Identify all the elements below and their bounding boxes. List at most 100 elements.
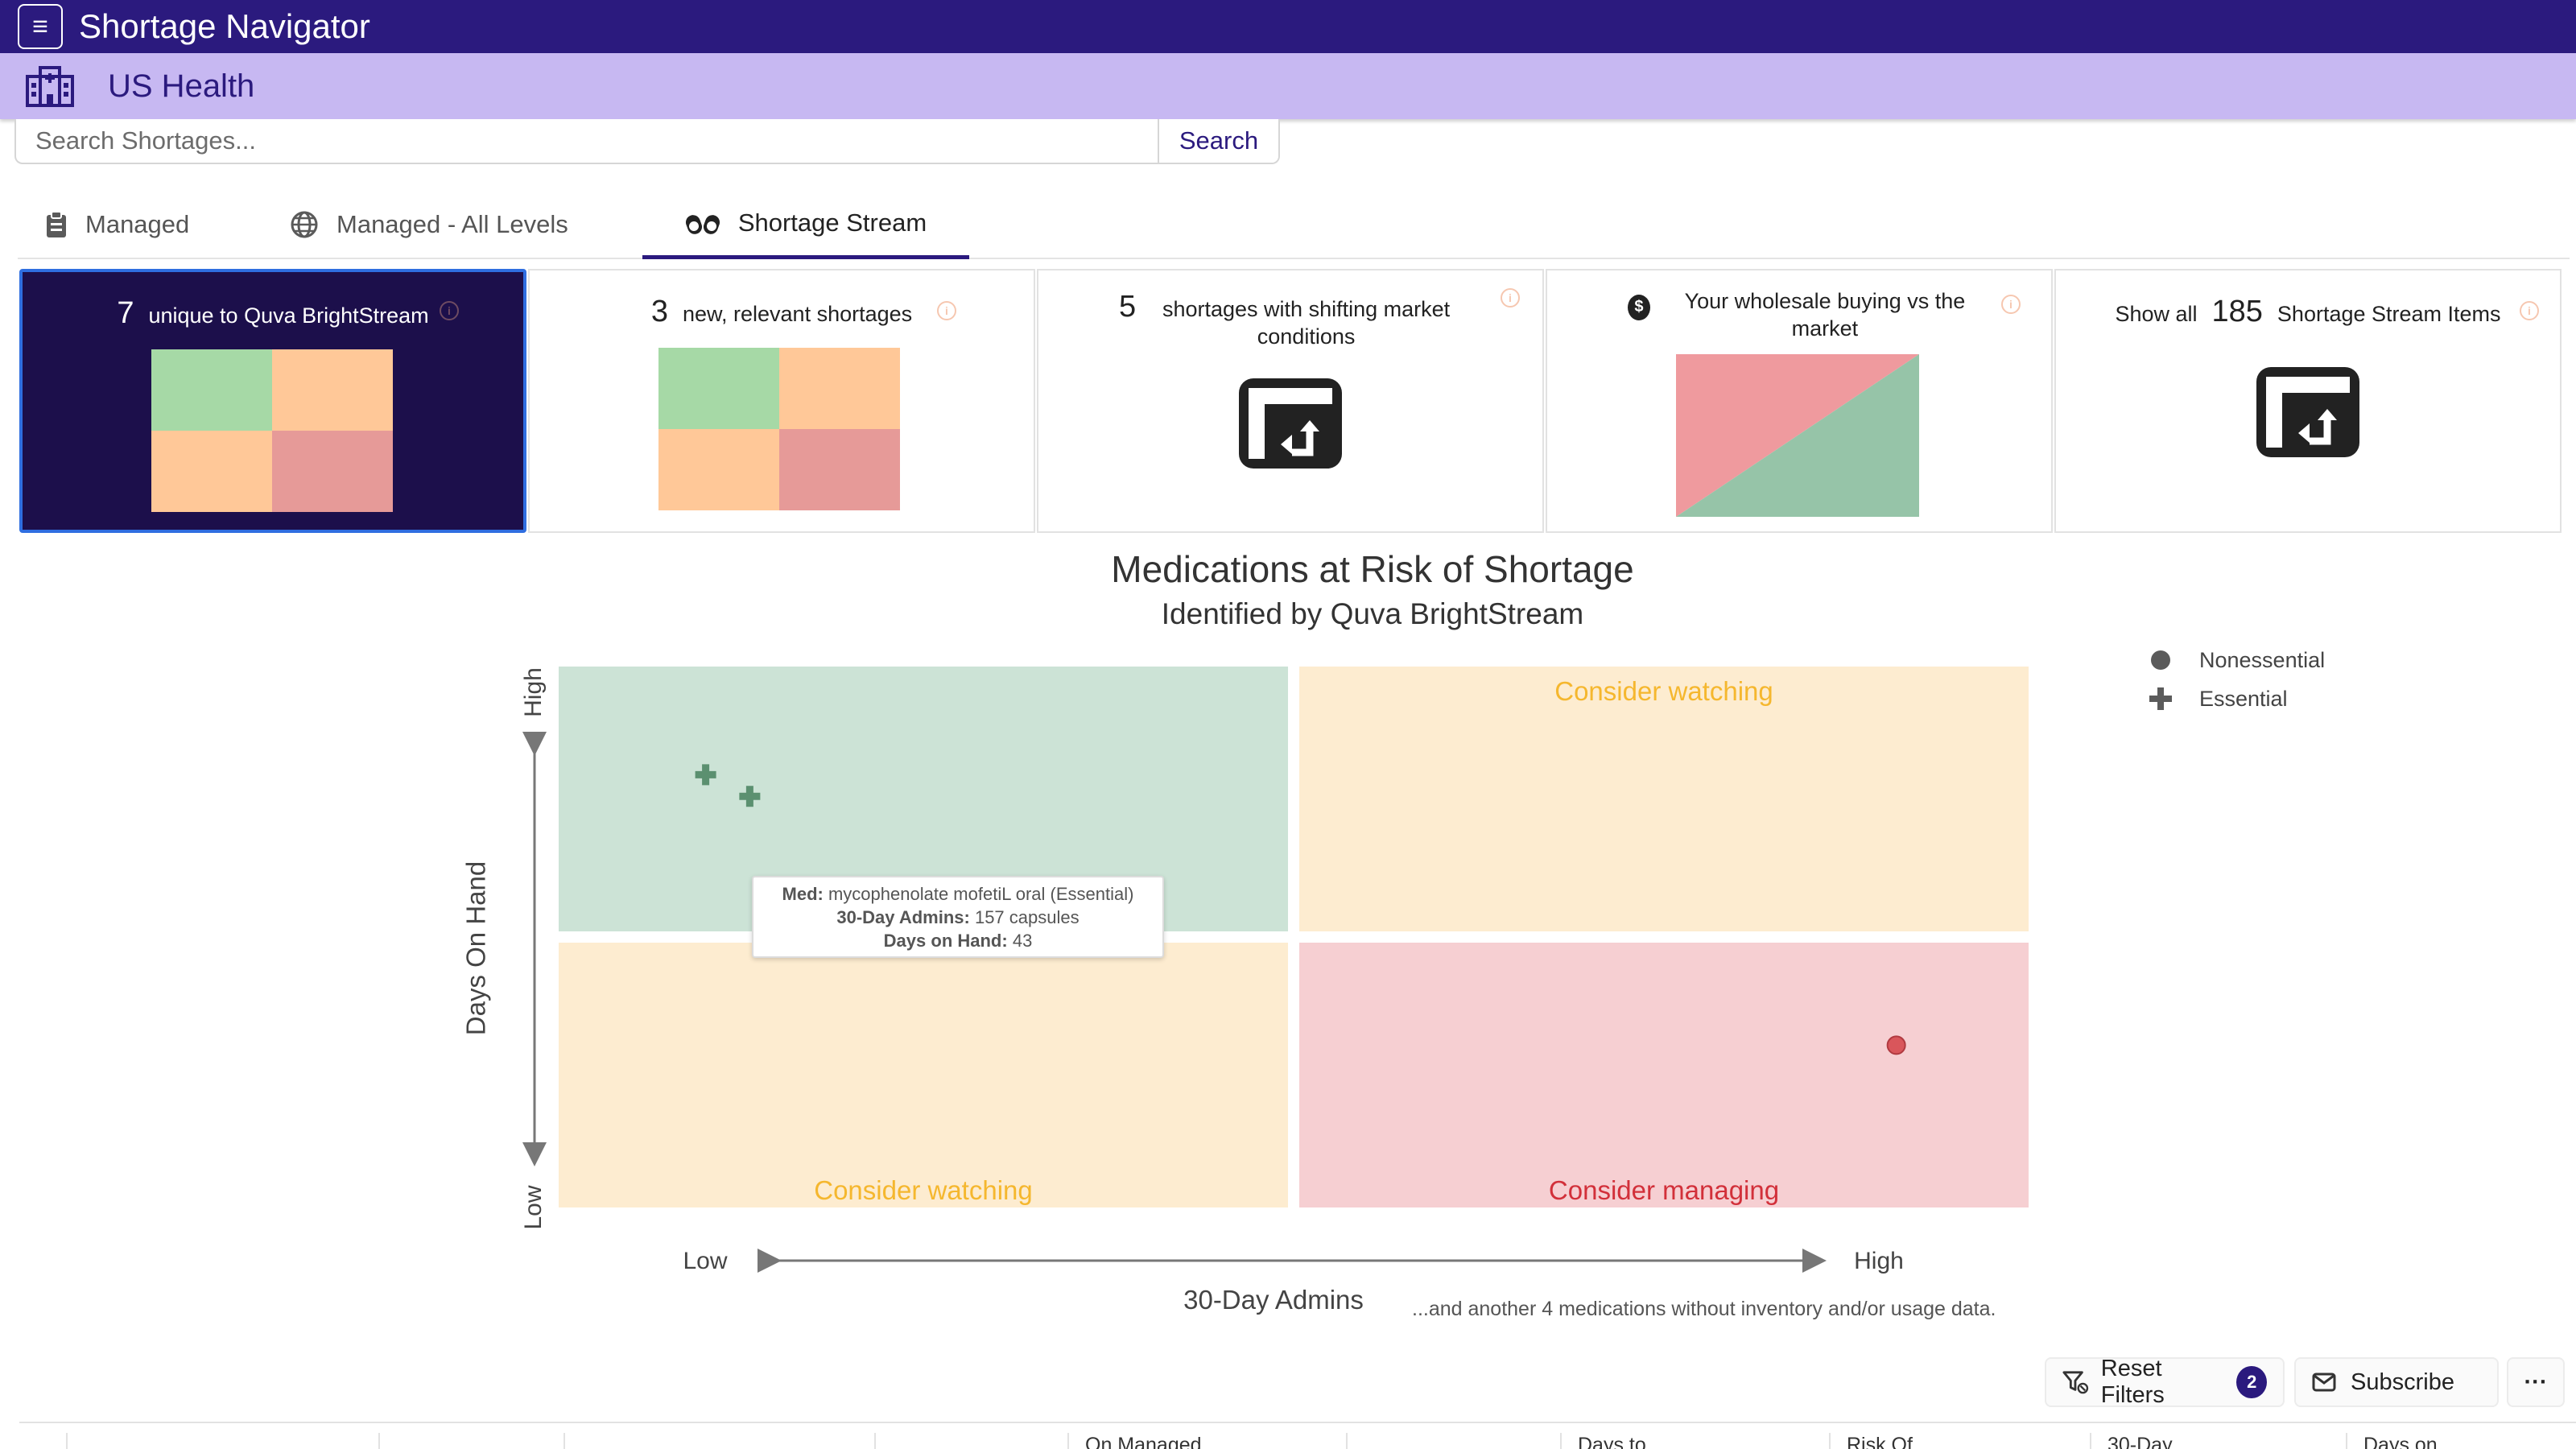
data-point-3[interactable] [1886,1035,1906,1055]
data-point-2[interactable] [739,786,761,807]
card-show-all[interactable]: Show all 185 Shortage Stream Items i [2054,269,2562,533]
y-tick-low: Low [520,1185,547,1229]
hospital-icon [26,66,74,107]
tooltip-med-value: mycophenolate mofetiL oral (Essential) [828,884,1134,904]
transfer-box-icon [2256,367,2359,457]
card-count: 7 [117,296,134,330]
info-icon[interactable]: i [440,301,459,320]
quadrant-bottom-right [1299,943,2029,1208]
info-icon[interactable]: i [2001,295,2021,314]
info-icon[interactable]: i [2520,301,2539,320]
app-header: ≡ Shortage Navigator [0,0,2576,53]
card-count: 185 [2211,295,2263,328]
legend-item-nonessential[interactable]: Nonessential [2145,641,2325,679]
tab-label: Managed - All Levels [336,210,568,238]
y-axis-label: Days On Hand [461,861,491,1035]
x-axis-label: 30-Day Admins [1183,1285,1364,1315]
quadrant-bottom-left [559,943,1288,1208]
search-input[interactable] [16,119,1158,163]
chart-legend: Nonessential Essential [2145,641,2325,718]
more-options-button[interactable]: ··· [2507,1357,2565,1407]
table-header-cell[interactable] [378,1433,564,1449]
card-label: Your wholesale buying vs the market [1684,289,1966,341]
quadrant-label-bottom-left: Consider watching [814,1175,1032,1205]
table-header-cell[interactable]: 30-Day [2090,1433,2346,1449]
table-header-cell[interactable]: Days to [1560,1433,1829,1449]
tab-managed-all-levels[interactable]: Managed - All Levels [290,190,568,259]
table-header-cell[interactable]: On Managed [1067,1433,1346,1449]
tooltip-doh-value: 43 [1012,931,1033,951]
quadrant-top-right [1299,667,2029,931]
app-title: Shortage Navigator [79,7,370,45]
card-prefix: Show all [2115,302,2198,326]
card-label: unique to Quva BrightStream [148,303,429,328]
card-wholesale-buying[interactable]: $ Your wholesale buying vs the market i [1546,269,2053,533]
table-header-cell[interactable]: Risk Of [1829,1433,2090,1449]
table-header-cell[interactable] [874,1433,1067,1449]
card-label: Shortage Stream Items [2277,302,2501,326]
clipboard-icon [47,211,66,237]
card-count: 5 [1119,290,1137,324]
table-header-cell[interactable] [66,1433,378,1449]
risk-quadrant-chart: Consider watching Consider watching Cons… [461,667,2029,1315]
info-icon[interactable]: i [937,301,956,320]
x-tick-low: Low [683,1248,727,1274]
org-bar: US Health [0,53,2576,119]
buying-vs-market-chart [1676,354,1919,517]
tooltip-admins-label: 30-Day Admins: [836,907,970,927]
subscribe-label: Subscribe [2351,1368,2454,1395]
reset-filters-button[interactable]: Reset Filters 2 [2045,1356,2285,1408]
quadrant-label-top-right: Consider watching [1554,676,1773,706]
card-count: 3 [650,295,668,328]
tooltip-doh-label: Days on Hand: [883,931,1008,951]
tooltip-med-label: Med: [782,884,824,904]
card-label: shortages with shifting market condition… [1162,297,1451,349]
chart-title: Medications at Risk of Shortage [1111,548,1634,590]
table-header-cell[interactable] [564,1433,874,1449]
pills-icon [685,214,720,234]
legend-item-essential[interactable]: Essential [2145,679,2325,718]
tab-shortage-stream[interactable]: Shortage Stream [642,190,969,259]
circle-marker-icon [2151,650,2170,670]
info-icon[interactable]: i [1501,288,1520,308]
view-tabs: Managed Managed - All Levels Shortage St… [18,190,2570,259]
card-unique-to-quva[interactable]: 7 unique to Quva BrightStream i [19,269,526,533]
globe-icon [291,211,318,238]
envelope-icon [2312,1373,2336,1392]
table-header-cell[interactable] [1346,1433,1560,1449]
org-name: US Health [108,68,255,104]
card-shifting-market[interactable]: 5 shortages with shifting market conditi… [1037,269,1544,533]
quadrant-thumbnail [658,348,900,510]
card-new-relevant[interactable]: 3 new, relevant shortages i [528,269,1035,533]
data-point-1[interactable] [695,764,716,786]
chart-subtitle: Identified by Quva BrightStream [1161,597,1584,630]
transfer-box-icon [1239,378,1342,469]
filter-reset-icon [2062,1371,2089,1394]
y-tick-high: High [520,667,547,717]
missing-data-note: ...and another 4 medications without inv… [1412,1298,1996,1320]
subscribe-button[interactable]: Subscribe [2294,1357,2499,1407]
legend-label: Essential [2199,686,2288,711]
quadrant-thumbnail [151,349,393,512]
hamburger-icon: ≡ [32,11,48,42]
chart-tooltip: Med: mycophenolate mofetiL oral (Essenti… [752,876,1164,958]
table-header: On Managed Days to Risk Of 30-Day Days o… [19,1422,2576,1449]
card-label: new, relevant shortages [682,302,913,326]
quadrant-label-bottom-right: Consider managing [1549,1175,1779,1205]
table-header-cell[interactable]: Days on [2346,1433,2576,1449]
legend-label: Nonessential [2199,647,2326,672]
cross-marker-icon [2149,687,2172,710]
more-icon: ··· [2524,1368,2548,1395]
search-bar: Search [14,119,1280,164]
tab-label: Shortage Stream [737,208,927,237]
tab-label: Managed [85,210,190,238]
filter-count-badge: 2 [2236,1366,2268,1398]
tab-managed[interactable]: Managed [45,190,189,259]
dollar-icon: $ [1628,294,1650,320]
summary-cards: 7 unique to Quva BrightStream i 3 new, r… [19,269,2563,533]
hamburger-menu-button[interactable]: ≡ [18,4,63,49]
search-button[interactable]: Search [1158,119,1278,163]
x-tick-high: High [1854,1248,1904,1274]
tooltip-admins-value: 157 capsules [974,907,1080,927]
reset-filters-label: Reset Filters [2100,1356,2165,1408]
